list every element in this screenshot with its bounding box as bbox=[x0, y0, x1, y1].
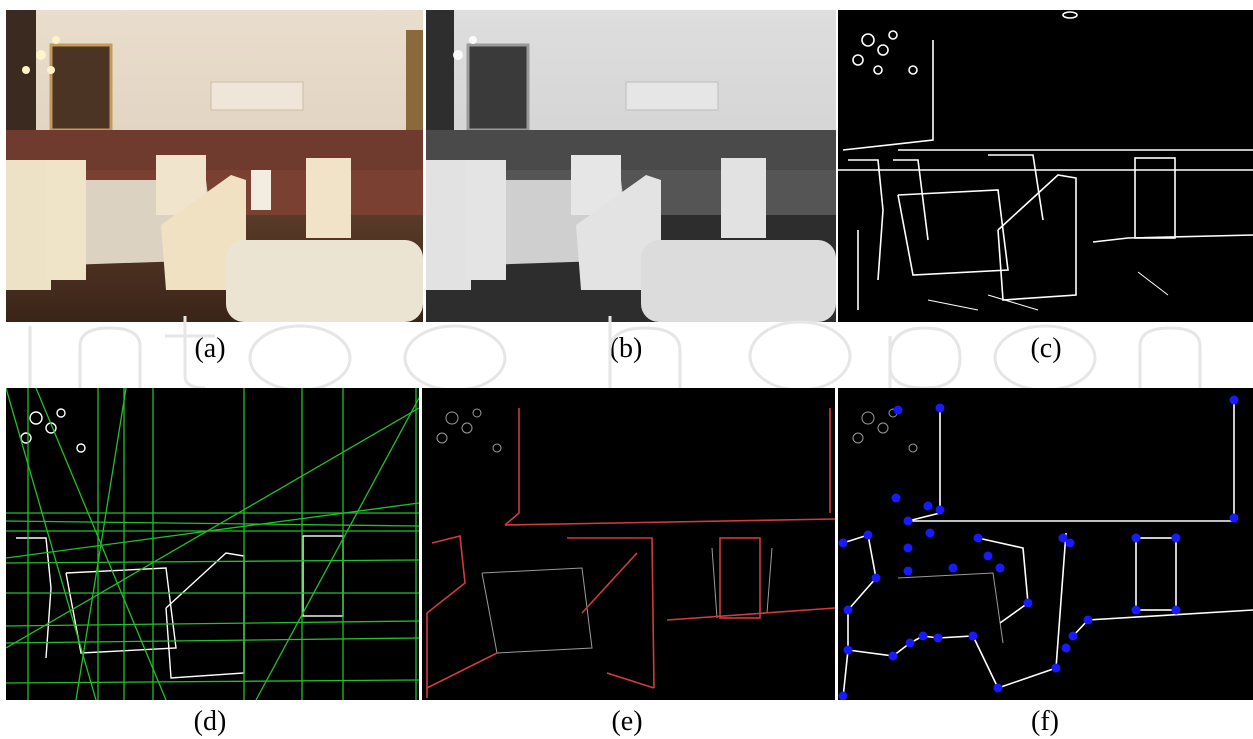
caption-b: (b) bbox=[609, 333, 643, 364]
panel-b-grayscale-photo bbox=[426, 10, 836, 322]
panel-d-hough-lines bbox=[6, 388, 419, 700]
caption-c: (c) bbox=[1030, 333, 1062, 364]
caption-a: (a) bbox=[194, 333, 226, 364]
panel-e-selected-lines bbox=[422, 388, 835, 700]
panel-c-edge-map bbox=[838, 10, 1253, 322]
panel-f-corner-points bbox=[838, 388, 1253, 700]
caption-e: (e) bbox=[611, 706, 643, 737]
corner-points-group bbox=[838, 395, 1239, 700]
caption-d: (d) bbox=[193, 706, 227, 737]
caption-f: (f) bbox=[1031, 706, 1059, 737]
panel-a-color-photo bbox=[6, 10, 423, 322]
